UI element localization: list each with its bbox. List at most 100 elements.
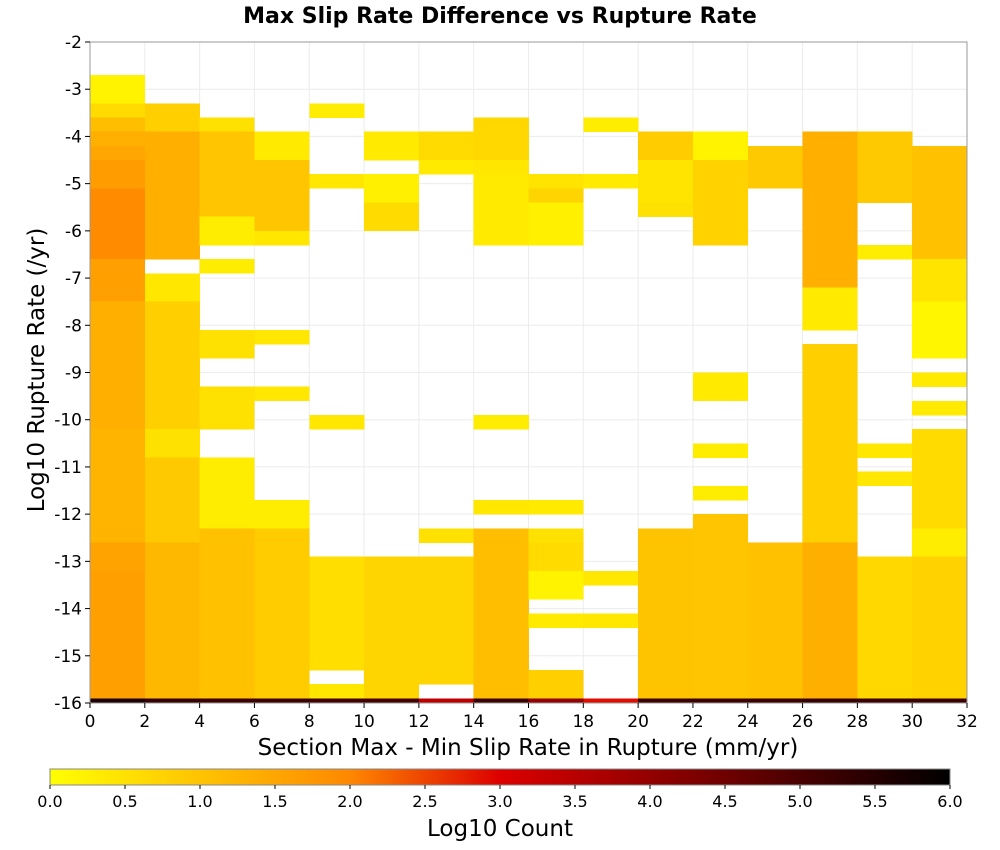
heatmap-cell	[90, 103, 146, 118]
heatmap-cell	[528, 542, 584, 572]
heatmap-cell	[583, 570, 639, 586]
colorbar-tick-label: 1.5	[262, 792, 287, 811]
heatmap-cell	[90, 542, 146, 572]
heatmap-cell	[857, 443, 913, 458]
y-tick-label: -13	[54, 552, 82, 572]
x-tick-label: 14	[463, 712, 485, 732]
heatmap-cell	[692, 160, 749, 246]
colorbar-tick-label: 5.5	[862, 792, 887, 811]
heatmap-cell	[90, 131, 146, 147]
x-tick-label: 12	[408, 712, 430, 732]
heatmap-cell	[254, 499, 310, 529]
heatmap-cell	[199, 216, 255, 246]
x-tick-label: 10	[353, 712, 375, 732]
heatmap-cell	[692, 443, 749, 458]
heatmap-cell	[528, 499, 584, 515]
heatmap-cell	[309, 414, 365, 430]
heatmap-cell	[473, 174, 529, 246]
heatmap-cell	[583, 117, 639, 133]
heatmap-cell	[418, 160, 474, 175]
colorbar-tick-label: 2.0	[337, 792, 362, 811]
heatmap-cell	[473, 160, 529, 175]
y-tick-label: -5	[65, 175, 82, 195]
colorbar	[49, 768, 951, 786]
heatmap-cell	[254, 131, 310, 161]
y-tick-label: -14	[54, 600, 82, 620]
heatmap-cell	[418, 131, 474, 161]
x-axis-ticks: 0 2 4 6 8 10 12 14 16 18 20 22 24 26 28 30 32	[85, 703, 978, 732]
heatmap-cell	[144, 301, 200, 430]
heatmap-cell	[692, 514, 749, 699]
heatmap-cell	[254, 528, 310, 699]
heatmap-cell	[583, 698, 639, 704]
y-tick-label: -12	[54, 505, 82, 525]
heatmap-cell	[364, 131, 420, 161]
heatmap-cell	[747, 542, 803, 699]
x-tick-label: 26	[792, 712, 814, 732]
heatmap-cell	[254, 698, 310, 704]
heatmap-cell	[309, 174, 365, 189]
heatmap-cell	[802, 287, 858, 331]
heatmap-cell	[638, 528, 694, 699]
x-tick-label: 8	[304, 712, 315, 732]
heatmap-cell	[199, 698, 255, 704]
colorbar-tick-label: 3.0	[487, 792, 512, 811]
heatmap-cell	[199, 330, 255, 359]
heatmap-cell	[528, 174, 584, 189]
heatmap-cell	[144, 542, 200, 699]
x-tick-label: 28	[847, 712, 869, 732]
heatmap-cell	[90, 188, 146, 260]
heatmap-cell	[144, 103, 200, 133]
x-tick-label: 4	[194, 712, 205, 732]
heatmap-cell	[473, 117, 529, 161]
heatmap-cell	[912, 429, 968, 529]
colorbar-tick-label: 0.0	[37, 792, 62, 811]
y-tick-label: -2	[65, 33, 82, 53]
heatmap-cell	[692, 698, 749, 704]
heatmap-cell	[309, 103, 365, 118]
heatmap-cell	[528, 669, 584, 699]
heatmap-cell	[528, 613, 584, 628]
heatmap-cell	[473, 528, 529, 699]
heatmap-cell	[364, 202, 420, 232]
heatmap-cell	[638, 698, 694, 704]
heatmap-cell	[912, 698, 968, 704]
heatmap-cell	[309, 698, 365, 704]
x-tick-label: 18	[572, 712, 594, 732]
y-tick-label: -11	[54, 458, 82, 478]
heatmap-cell	[528, 570, 584, 600]
heatmap-cell	[90, 145, 146, 161]
heatmap-cell	[473, 414, 529, 430]
heatmap-cell	[583, 174, 639, 189]
colorbar-tick-label: 4.5	[712, 792, 737, 811]
colorbar-tick-label: 4.0	[637, 792, 662, 811]
heatmap-cell	[254, 386, 310, 402]
heatmap-cell	[857, 245, 913, 260]
colorbar-tick-label: 3.5	[562, 792, 587, 811]
heatmap-cell	[747, 698, 803, 704]
colorbar-tick-label: 5.0	[787, 792, 812, 811]
heatmap-cell	[364, 698, 420, 704]
colorbar-tick-label: 6.0	[937, 792, 962, 811]
heatmap-cell	[912, 400, 968, 416]
heatmap-cell	[912, 259, 968, 302]
x-tick-label: 30	[901, 712, 923, 732]
heatmap-cell	[254, 160, 310, 232]
heatmap-cell	[802, 542, 858, 699]
y-tick-label: -15	[54, 647, 82, 667]
heatmap-cell	[199, 528, 255, 699]
x-tick-label: 32	[956, 712, 978, 732]
x-tick-label: 22	[682, 712, 704, 732]
heatmap-cell	[90, 259, 146, 302]
heatmap-cell	[90, 160, 146, 189]
heatmap-cell	[857, 556, 913, 699]
heatmap-cell	[199, 117, 255, 133]
y-tick-label: -4	[65, 127, 82, 147]
heatmap-cell	[144, 131, 200, 260]
heatmap-cell	[638, 131, 694, 161]
x-tick-label: 24	[737, 712, 759, 732]
heatmap-cell	[638, 160, 694, 203]
heatmap-cell	[912, 372, 968, 387]
heatmap-cell	[912, 528, 968, 557]
